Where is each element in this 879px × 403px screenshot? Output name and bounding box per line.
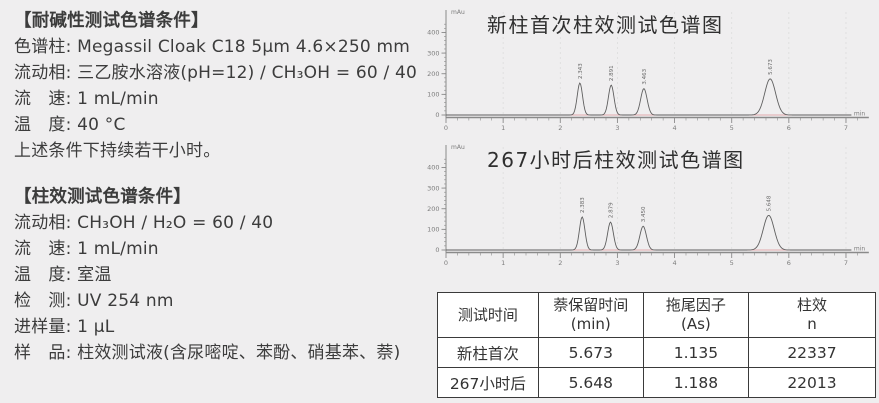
svg-text:2.343: 2.343	[578, 63, 584, 79]
cell-267h-efficiency: 22013	[747, 367, 877, 398]
condition-injection-volume: 进样量: 1 μL	[14, 317, 115, 337]
svg-text:min: min	[854, 246, 866, 253]
efficiency-test-conditions-block: 【柱效测试色谱条件】 流动相: CH₃OH / H₂O = 60 / 40 流 …	[14, 184, 428, 366]
header-column-efficiency-label: 柱效	[796, 296, 827, 314]
svg-text:mAu: mAu	[451, 144, 465, 151]
alkali-test-conditions-title: 【耐碱性测试色谱条件】	[14, 11, 209, 31]
efficiency-test-conditions-title: 【柱效测试色谱条件】	[14, 187, 191, 207]
cell-267h-retention: 5.648	[537, 367, 644, 398]
svg-text:2.879: 2.879	[609, 202, 615, 218]
svg-text:7: 7	[844, 259, 848, 267]
header-test-time: 测试时间	[437, 292, 539, 338]
condition-temperature-2: 温 度: 室温	[14, 265, 112, 285]
header-tailing-factor: 拖尾因子 (As)	[642, 292, 749, 338]
svg-text:min: min	[854, 111, 866, 118]
header-tailing-factor-label: 拖尾因子	[665, 296, 726, 314]
chromatogram-new-column: 0 100 200 300 400 0 1 2 3 4 5 6 7 mAu min 2.343 2.891 3.4…	[417, 4, 879, 142]
table-row-new-column: 新柱首次 5.673 1.135 22337	[437, 337, 877, 368]
svg-text:3: 3	[615, 259, 619, 267]
condition-detection: 检 测: UV 254 nm	[14, 291, 174, 311]
condition-temperature: 温 度: 40 °C	[14, 115, 126, 135]
header-column-efficiency-unit: n	[807, 315, 817, 333]
conditions-panel: 【耐碱性测试色谱条件】 色谱柱: Megassil Cloak C18 5μm …	[14, 8, 428, 366]
svg-text:3.463: 3.463	[642, 68, 648, 84]
svg-text:300: 300	[427, 184, 439, 192]
svg-text:5: 5	[730, 124, 734, 132]
condition-column: 色谱柱: Megassil Cloak C18 5μm 4.6×250 mm	[14, 37, 411, 57]
svg-text:5: 5	[730, 259, 734, 267]
svg-text:200: 200	[427, 205, 439, 213]
results-table: 测试时间 萘保留时间 (min) 拖尾因子 (As) 柱效 n 新柱首次	[437, 292, 877, 398]
svg-text:400: 400	[427, 29, 439, 37]
svg-text:100: 100	[427, 91, 439, 99]
svg-text:0: 0	[435, 246, 439, 254]
results-header-row: 测试时间 萘保留时间 (min) 拖尾因子 (As) 柱效 n	[437, 292, 877, 338]
cell-new-column-tailing: 1.135	[642, 337, 749, 368]
cell-267h-label: 267小时后	[437, 367, 539, 398]
cell-new-column-efficiency: 22337	[747, 337, 877, 368]
condition-duration-note: 上述条件下持续若干小时。	[14, 141, 221, 161]
svg-text:5.648: 5.648	[767, 195, 773, 211]
svg-text:0: 0	[444, 259, 448, 267]
chromatogram-new-column-title: 新柱首次柱效测试色谱图	[487, 13, 724, 37]
header-column-efficiency: 柱效 n	[747, 292, 877, 338]
header-test-time-label: 测试时间	[457, 305, 518, 324]
chromatogram-after-267h: 0 100 200 300 400 0 1 2 3 4 5 6 7 mAu min 2.383 2.879 3.4…	[417, 139, 879, 277]
svg-text:3.450: 3.450	[641, 206, 647, 222]
condition-flow-rate: 流 速: 1 mL/min	[14, 89, 159, 109]
svg-text:2.891: 2.891	[609, 65, 615, 81]
header-retention-time-unit: (min)	[570, 315, 611, 333]
svg-text:3: 3	[615, 124, 619, 132]
svg-text:4: 4	[672, 259, 676, 267]
svg-text:300: 300	[427, 49, 439, 57]
svg-text:6: 6	[787, 259, 791, 267]
svg-text:100: 100	[427, 226, 439, 234]
svg-text:5.673: 5.673	[768, 59, 774, 75]
alkali-test-conditions-block: 【耐碱性测试色谱条件】 色谱柱: Megassil Cloak C18 5μm …	[14, 8, 428, 164]
svg-text:0: 0	[444, 124, 448, 132]
chromatogram-after-267h-plot: 0 100 200 300 400 0 1 2 3 4 5 6 7 mAu min 2.383 2.879 3.4…	[427, 144, 869, 267]
condition-mobile-phase: 流动相: 三乙胺水溶液(pH=12) / CH₃OH = 60 / 40	[14, 63, 418, 83]
cell-new-column-label: 新柱首次	[437, 337, 539, 368]
svg-text:6: 6	[787, 124, 791, 132]
svg-text:2: 2	[558, 124, 562, 132]
cell-new-column-retention: 5.673	[537, 337, 644, 368]
header-retention-time: 萘保留时间 (min)	[537, 292, 644, 338]
svg-text:2: 2	[558, 259, 562, 267]
svg-text:2.383: 2.383	[580, 197, 586, 213]
header-retention-time-label: 萘保留时间	[553, 296, 629, 314]
svg-text:mAu: mAu	[451, 9, 465, 16]
svg-text:1: 1	[501, 124, 505, 132]
header-tailing-factor-unit: (As)	[681, 315, 711, 333]
table-row-after-267h: 267小时后 5.648 1.188 22013	[437, 367, 877, 398]
condition-flow-rate-2: 流 速: 1 mL/min	[14, 239, 159, 259]
results-table-wrap: 测试时间 萘保留时间 (min) 拖尾因子 (As) 柱效 n 新柱首次	[437, 292, 877, 398]
svg-text:400: 400	[427, 164, 439, 172]
svg-text:1: 1	[501, 259, 505, 267]
chromatogram-after-267h-title: 267小时后柱效测试色谱图	[487, 148, 745, 172]
svg-text:4: 4	[672, 124, 676, 132]
svg-text:7: 7	[844, 124, 848, 132]
condition-sample: 样 品: 柱效测试液(含尿嘧啶、苯酚、硝基苯、萘)	[14, 343, 401, 363]
svg-text:0: 0	[435, 111, 439, 119]
svg-text:200: 200	[427, 70, 439, 78]
condition-mobile-phase-2: 流动相: CH₃OH / H₂O = 60 / 40	[14, 213, 274, 233]
cell-267h-tailing: 1.188	[642, 367, 749, 398]
chromatogram-new-column-plot: 0 100 200 300 400 0 1 2 3 4 5 6 7 mAu min 2.343 2.891 3.4…	[427, 9, 869, 132]
